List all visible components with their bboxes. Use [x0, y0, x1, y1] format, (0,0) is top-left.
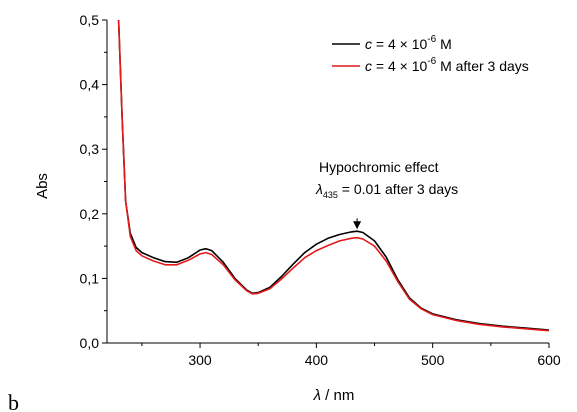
legend-label-series-1: c = 4 × 10-6 M	[365, 34, 452, 52]
y-tick-label: 0,5	[80, 12, 100, 28]
series-group	[117, 19, 550, 332]
annotation-line-2: λ435 = 0.01 after 3 days	[315, 181, 458, 200]
annotation: Hypochromic effect λ435 = 0.01 after 3 d…	[315, 159, 458, 230]
x-tick-label: 300	[188, 352, 212, 368]
annotation-arrow-head	[353, 221, 362, 230]
y-tick-label: 0,2	[80, 206, 100, 222]
legend: c = 4 × 10-6 M c = 4 × 10-6 M after 3 da…	[332, 34, 529, 74]
legend-label-series-2: c = 4 × 10-6 M after 3 days	[365, 56, 529, 74]
x-tick-label: 400	[305, 352, 329, 368]
y-axis-title: Abs	[34, 173, 51, 199]
x-axis-title: λ / nm	[313, 387, 355, 404]
y-tick-label: 0,3	[80, 141, 100, 157]
x-axis-symbol: λ	[313, 387, 321, 404]
y-tick-label: 0,0	[80, 335, 100, 351]
y-ticks: 0,0 0,1 0,2 0,3 0,4 0,5	[80, 12, 107, 351]
x-ticks: 300 400 500 600	[141, 343, 561, 368]
x-axis-unit: / nm	[321, 387, 354, 404]
y-tick-label: 0,4	[80, 77, 100, 93]
panel-label: b	[8, 390, 19, 412]
annotation-line-1: Hypochromic effect	[319, 159, 439, 175]
x-tick-label: 600	[537, 352, 561, 368]
series-line-2	[117, 19, 550, 332]
y-tick-label: 0,1	[80, 270, 100, 286]
x-tick-label: 500	[421, 352, 445, 368]
